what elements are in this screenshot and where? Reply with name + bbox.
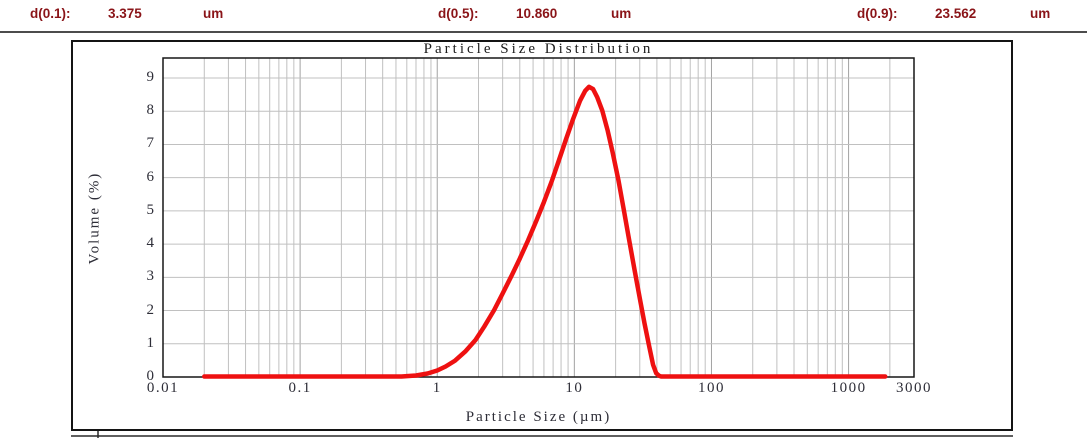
metric-d10: d(0.1): 3.375 um [30,6,223,24]
y-tick-label: 9 [146,69,155,85]
y-tick-label: 4 [146,235,155,252]
y-tick-label: 2 [146,301,155,318]
x-tick-label: 0.01 [146,380,180,396]
y-tick-label: 6 [146,168,155,185]
x-tick-label: 1000 [830,380,867,396]
metric-d10-value: 3.375 [108,6,142,21]
y-tick-label: 5 [146,201,155,218]
metric-d90: d(0.9): 23.562 um [857,6,1050,24]
metric-d90-label: d(0.9): [857,6,898,21]
y-tick-label: 3 [146,268,155,285]
y-tick-label: 0 [146,368,155,384]
metric-d50-value: 10.860 [516,6,558,21]
chart-title: Particle Size Distribution [423,41,654,57]
plot-area-border [162,57,915,378]
y-tick-label: 1 [146,334,155,351]
header-divider [0,31,1087,33]
y-tick-label: 8 [146,102,155,119]
y-axis-label: Volume (%) [86,171,103,265]
x-tick-label: 10 [565,380,584,396]
x-tick-label: 3000 [896,380,932,396]
metric-d90-unit: um [1030,6,1051,21]
y-tick-label: 7 [146,135,155,152]
x-tick-label: 100 [697,380,725,396]
metric-d90-value: 23.562 [935,6,977,21]
metric-d50-label: d(0.5): [438,6,479,21]
metric-d50: d(0.5): 10.860 um [438,6,631,24]
x-axis-label: Particle Size (µm) [465,409,612,425]
metric-d10-unit: um [203,6,224,21]
metric-d50-unit: um [611,6,632,21]
x-tick-label: 1 [432,380,442,396]
x-tick-label: 0.1 [288,380,312,396]
metric-d10-label: d(0.1): [30,6,71,21]
distribution-curve [202,84,888,379]
